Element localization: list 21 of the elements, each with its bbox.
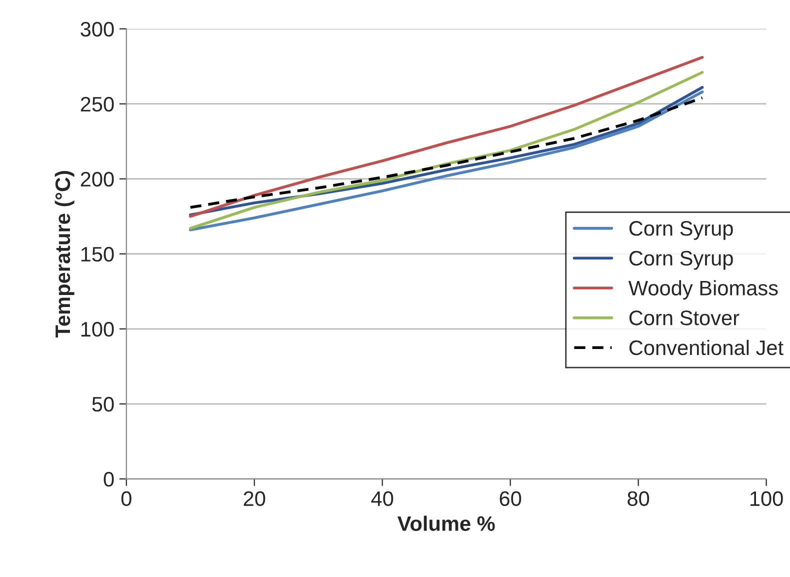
x-tick-label: 60 — [500, 491, 522, 506]
legend-label: Corn Stover — [629, 310, 740, 326]
legend-label: Corn Syrup — [629, 221, 733, 240]
y-tick-label: 150 — [81, 246, 114, 262]
y-tick-label: 0 — [104, 472, 114, 487]
x-tick-label: 40 — [371, 491, 394, 506]
y-tick-label: 250 — [80, 96, 114, 112]
y-tick-label: 100 — [81, 322, 114, 337]
legend-label: Woody Biomass — [628, 280, 778, 300]
y-axis-title: Temperature (°C) — [54, 171, 74, 338]
x-tick-label: 20 — [244, 491, 266, 506]
y-tick-label: 300 — [80, 22, 114, 37]
y-tick-label: 50 — [92, 396, 114, 412]
y-tick-label: 200 — [80, 172, 114, 187]
legend-label: Corn Syrup — [629, 250, 733, 270]
legend-label: Conventional Jet — [629, 340, 784, 356]
line-series — [189, 56, 704, 218]
x-tick-label: 0 — [121, 491, 132, 506]
x-tick-label: 80 — [628, 491, 650, 506]
x-axis-title: Volume % — [397, 516, 495, 531]
x-tick-label: 100 — [750, 491, 783, 506]
